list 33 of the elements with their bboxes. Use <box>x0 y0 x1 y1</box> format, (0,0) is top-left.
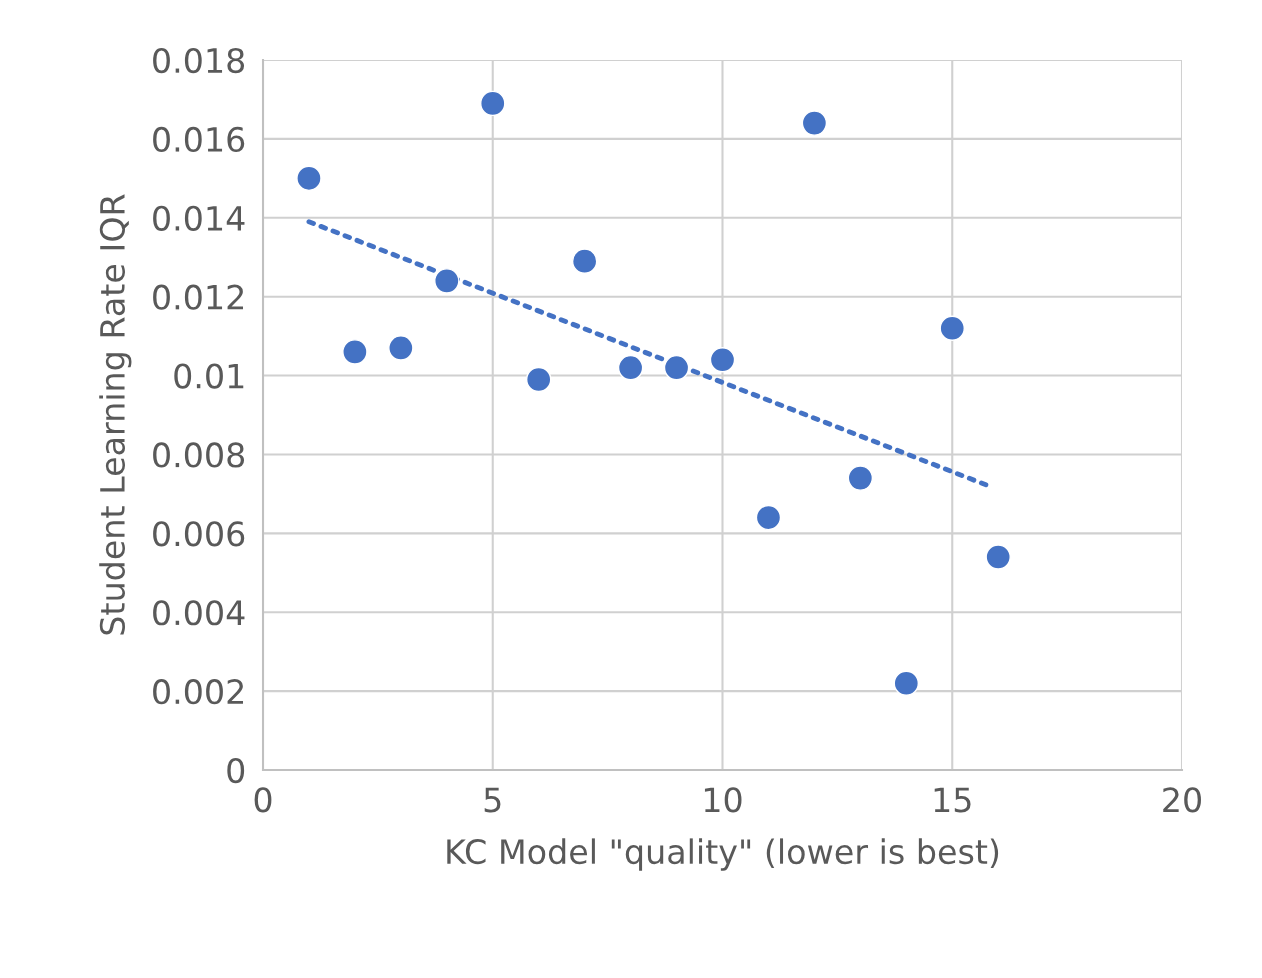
x-tick-label: 10 <box>704 787 742 813</box>
x-axis-title: KC Model "quality" (lower is best) <box>447 838 999 871</box>
point <box>571 248 598 274</box>
point <box>709 347 736 373</box>
point <box>617 354 644 381</box>
point <box>985 544 1011 570</box>
point <box>434 268 460 294</box>
y-tick-label: 0.008 <box>153 442 245 468</box>
point <box>342 339 368 365</box>
point <box>480 90 506 117</box>
x-tick-label: 5 <box>484 787 501 813</box>
x-tick-label: 0 <box>254 787 272 813</box>
point <box>296 165 322 192</box>
point <box>663 354 690 381</box>
y-tick-label: 0.004 <box>153 600 245 626</box>
y-tick-label: 0.01 <box>174 363 244 389</box>
point <box>939 315 965 341</box>
point <box>847 465 874 491</box>
y-tick-label: 0.012 <box>153 284 243 310</box>
x-tick-label: 20 <box>1163 787 1201 813</box>
y-tick-label: 0.006 <box>153 521 245 547</box>
point <box>801 110 828 136</box>
y-axis-title: Student Learning Rate IQR <box>99 194 132 635</box>
x-tick-label: 15 <box>934 787 971 813</box>
y-tick-label: 0 <box>227 757 245 784</box>
point <box>525 366 552 393</box>
y-tick-label: 0.016 <box>153 126 245 153</box>
point <box>893 670 920 696</box>
y-tick-label: 0.014 <box>153 205 245 231</box>
y-tick-label: 0.002 <box>153 679 243 705</box>
point <box>755 504 782 531</box>
y-tick-label: 0.018 <box>153 47 245 74</box>
point <box>388 335 414 361</box>
